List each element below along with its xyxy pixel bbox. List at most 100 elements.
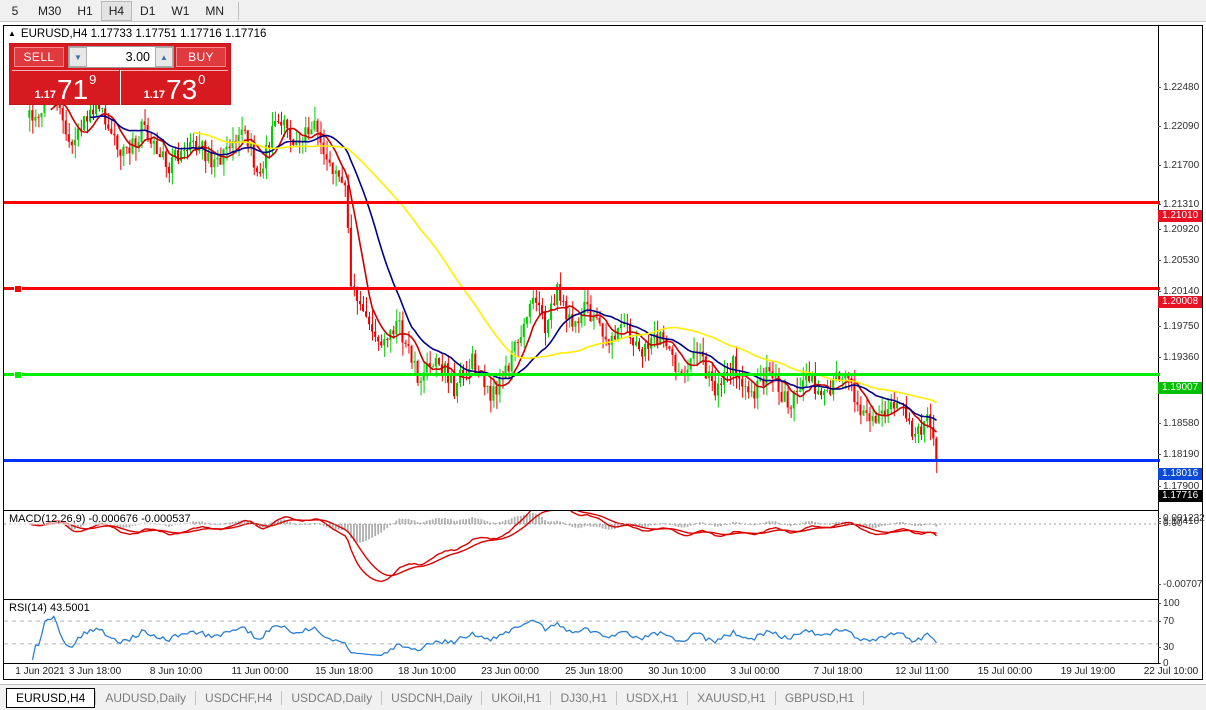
volume-value[interactable]: 3.00 bbox=[125, 50, 150, 64]
rsi-label: RSI(14) 43.5001 bbox=[9, 602, 90, 614]
tab-separator bbox=[687, 690, 689, 705]
volume-input[interactable]: ▼ 3.00 ▲ bbox=[68, 46, 174, 68]
symbol-tab-usdcnh[interactable]: USDCNH,Daily bbox=[391, 690, 473, 705]
price-tick: 1.20530 bbox=[1158, 255, 1202, 267]
price-level-label[interactable]: 1.21010 bbox=[1158, 210, 1202, 222]
time-axis-label: 30 Jun 10:00 bbox=[648, 666, 706, 677]
time-axis-label: 15 Jul 00:00 bbox=[977, 666, 1033, 677]
symbol-tab-ukoil[interactable]: UKOil,H1 bbox=[491, 690, 542, 705]
sell-price-fraction: 9 bbox=[89, 72, 97, 87]
macd-axis-ticks: 0.001232 0.00 -0.00707 bbox=[1158, 511, 1205, 598]
symbol-tab-usdchf[interactable]: USDCHF,H4 bbox=[205, 690, 273, 705]
time-axis-label: 19 Jul 19:00 bbox=[1060, 666, 1116, 677]
collapse-triangle-icon[interactable]: ▲ bbox=[8, 29, 16, 38]
chart-area[interactable]: ▲ EURUSD,H4 1.17733 1.17751 1.17716 1.17… bbox=[3, 25, 1205, 681]
sell-price-prefix: 1.17 bbox=[34, 89, 57, 101]
buy-price-display[interactable]: 1.17 73 0 bbox=[121, 70, 228, 105]
tab-separator bbox=[381, 690, 383, 705]
buy-price-prefix: 1.17 bbox=[143, 89, 166, 101]
time-axis-label: 7 Jul 18:00 bbox=[813, 666, 863, 677]
symbol-tab-usdx[interactable]: USDX,H1 bbox=[626, 690, 679, 705]
sell-price-main: 71 bbox=[57, 74, 89, 105]
price-tick: 1.19360 bbox=[1158, 352, 1202, 364]
buy-price-main: 73 bbox=[166, 74, 198, 105]
tab-separator bbox=[616, 690, 618, 705]
sell-button[interactable]: SELL bbox=[14, 47, 64, 67]
timeframe-button-w1[interactable]: W1 bbox=[171, 3, 190, 18]
time-axis[interactable]: 1 Jun 2021 3 Jun 18:00 8 Jun 10:00 11 Jun 0… bbox=[4, 663, 1198, 679]
tab-separator bbox=[863, 690, 865, 705]
horizontal-level-line[interactable] bbox=[4, 370, 1160, 379]
price-level-label[interactable]: 1.20008 bbox=[1158, 296, 1202, 308]
horizontal-level-line[interactable] bbox=[4, 201, 1160, 204]
trade-panel-divider bbox=[120, 70, 121, 105]
timeframe-button-mn[interactable]: MN bbox=[205, 3, 225, 18]
price-tick: 1.22090 bbox=[1158, 121, 1202, 133]
symbol-tab-xauusd[interactable]: XAUUSD,H1 bbox=[697, 690, 766, 705]
chart-title-bar: ▲ EURUSD,H4 1.17733 1.17751 1.17716 1.17… bbox=[8, 28, 266, 40]
price-tick: 1.19750 bbox=[1158, 321, 1202, 333]
price-tick: 1.17900 bbox=[1158, 481, 1202, 493]
volume-decrease-button[interactable]: ▼ bbox=[69, 47, 87, 67]
price-tick: 1.20920 bbox=[1158, 224, 1202, 236]
time-axis-label: 22 Jul 10:00 bbox=[1143, 666, 1199, 677]
timeframe-button-h4[interactable]: H4 bbox=[100, 0, 133, 21]
timeframe-toolbar: 5 M30 H1 H4 D1 W1 MN bbox=[0, 0, 1206, 22]
rsi-pane[interactable]: RSI(14) 43.5001 bbox=[4, 599, 1160, 681]
price-scale[interactable]: 1.22480 1.22090 1.21700 1.21310 1.20920 1.205… bbox=[1158, 26, 1205, 679]
level-drag-handle[interactable] bbox=[14, 370, 22, 379]
macd-label: MACD(12,26,9) -0.000676 -0.000537 bbox=[9, 513, 191, 525]
rsi-tick: 70 bbox=[1158, 616, 1202, 628]
symbol-tab-usdcad[interactable]: USDCAD,Daily bbox=[291, 690, 373, 705]
price-axis-ticks: 1.22480 1.22090 1.21700 1.21310 1.20920 1.205… bbox=[1158, 40, 1202, 527]
symbol-tab-dj30[interactable]: DJ30,H1 bbox=[560, 690, 608, 705]
symbol-tab-eurusd[interactable]: EURUSD,H4 bbox=[6, 687, 96, 708]
time-axis-label: 18 Jun 10:00 bbox=[398, 666, 456, 677]
time-axis-label: 15 Jun 18:00 bbox=[315, 666, 373, 677]
time-axis-label: 3 Jul 00:00 bbox=[730, 666, 780, 677]
macd-tick: -0.00707 bbox=[1158, 579, 1202, 591]
page-title: EURUSD,H4 1.17733 1.17751 1.17716 1.1771… bbox=[20, 28, 267, 40]
timeframe-button-d1[interactable]: D1 bbox=[140, 3, 156, 18]
symbol-tab-bar: EURUSD,H4 AUDUSD,Daily USDCHF,H4 USDCAD,Dai… bbox=[0, 684, 1206, 710]
tab-separator bbox=[550, 690, 552, 705]
price-tick: 1.18580 bbox=[1158, 418, 1202, 430]
tab-separator bbox=[95, 690, 97, 705]
timeframe-button-5[interactable]: 5 bbox=[11, 3, 19, 18]
time-axis-label: 25 Jun 18:00 bbox=[565, 666, 623, 677]
rsi-tick: 30 bbox=[1158, 642, 1202, 654]
buy-button[interactable]: BUY bbox=[176, 47, 226, 67]
sell-price-display[interactable]: 1.17 71 9 bbox=[12, 70, 119, 105]
symbol-tab-gbpusd[interactable]: GBPUSD,H1 bbox=[784, 690, 855, 705]
rsi-tick: 100 bbox=[1158, 598, 1202, 610]
price-tick: 1.22480 bbox=[1158, 82, 1202, 94]
tab-separator bbox=[195, 690, 197, 705]
candlestick-plot bbox=[28, 84, 938, 474]
price-tick: 1.21310 bbox=[1158, 199, 1202, 211]
tab-separator bbox=[774, 690, 776, 705]
time-axis-label: 12 Jul 11:00 bbox=[895, 666, 949, 677]
volume-increase-button[interactable]: ▲ bbox=[155, 47, 173, 67]
price-tick: 1.21700 bbox=[1158, 160, 1202, 172]
macd-tick: 0.001232 bbox=[1158, 513, 1205, 525]
one-click-trading-panel[interactable]: SELL ▼ 3.00 ▲ BUY 1.17 71 9 1.17 73 bbox=[9, 43, 231, 105]
price-level-label[interactable]: 1.18016 bbox=[1158, 468, 1202, 480]
time-axis-label: 3 Jun 18:00 bbox=[68, 666, 122, 677]
level-drag-handle[interactable] bbox=[14, 284, 22, 293]
price-level-label[interactable]: 1.17716 bbox=[1158, 490, 1202, 502]
macd-pane[interactable]: MACD(12,26,9) -0.000676 -0.000537 bbox=[4, 510, 1160, 598]
price-pane[interactable] bbox=[4, 40, 1160, 506]
toolbar-divider bbox=[238, 1, 240, 20]
timeframe-button-m30[interactable]: M30 bbox=[38, 3, 62, 18]
symbol-tab-audusd[interactable]: AUDUSD,Daily bbox=[105, 690, 187, 705]
time-axis-label: 8 Jun 10:00 bbox=[149, 666, 203, 677]
macd-tick: 0.00 bbox=[1158, 518, 1202, 530]
horizontal-level-line[interactable] bbox=[4, 284, 1160, 293]
horizontal-level-line[interactable] bbox=[4, 459, 1160, 462]
rsi-plot bbox=[4, 615, 1160, 661]
price-tick: 1.17410 bbox=[1158, 516, 1202, 528]
price-level-label[interactable]: 1.19007 bbox=[1158, 382, 1202, 394]
rsi-axis-ticks: 100 70 30 0 bbox=[1158, 598, 1202, 669]
timeframe-button-h1[interactable]: H1 bbox=[77, 3, 93, 18]
